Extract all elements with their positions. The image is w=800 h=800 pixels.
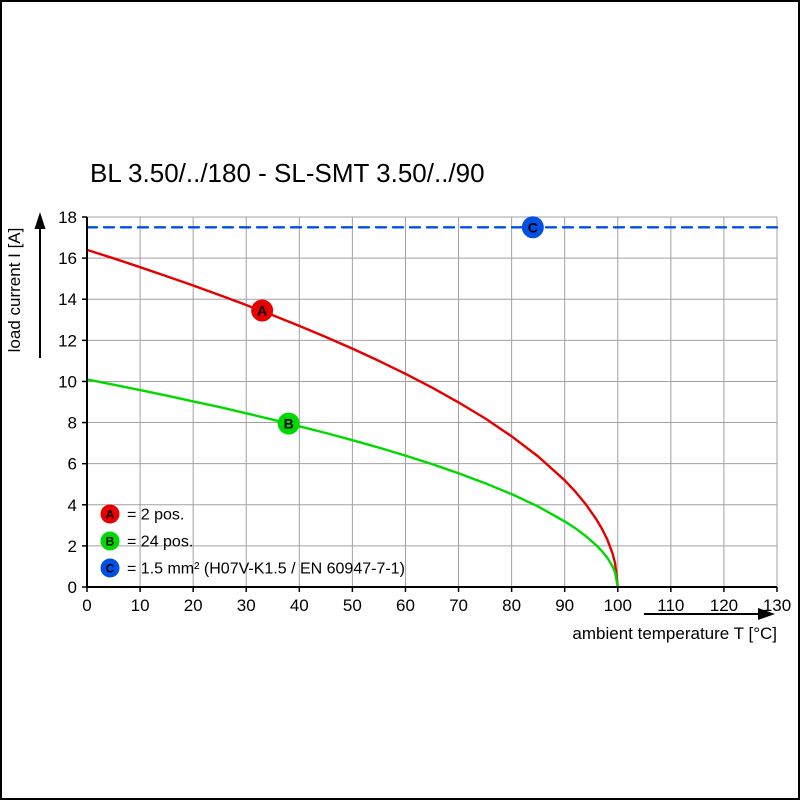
svg-text:A: A <box>106 508 115 522</box>
svg-text:= 1.5 mm² (H07V-K1.5 / EN 6094: = 1.5 mm² (H07V-K1.5 / EN 60947-7-1) <box>127 561 405 578</box>
chart-title: BL 3.50/../180 - SL-SMT 3.50/../90 <box>90 158 485 188</box>
y-axis-label: load current I [A] <box>5 228 24 353</box>
legend-item-A: A = 2 pos. <box>100 504 184 524</box>
marker-C: C <box>521 216 544 239</box>
marker-A: A <box>251 299 274 322</box>
svg-text:6: 6 <box>68 455 77 474</box>
legend-item-B: B = 24 pos. <box>100 531 193 551</box>
svg-text:12: 12 <box>58 331 77 350</box>
svg-text:60: 60 <box>396 596 415 615</box>
svg-text:B: B <box>106 535 115 549</box>
grid <box>87 216 778 587</box>
x-tick-labels: 0 10 20 30 40 50 60 70 80 90 100 110 120 130 <box>82 587 791 615</box>
svg-text:40: 40 <box>290 596 309 615</box>
svg-text:C: C <box>528 219 538 235</box>
axes <box>86 217 777 588</box>
svg-text:0: 0 <box>68 578 77 597</box>
svg-text:2: 2 <box>68 537 77 556</box>
svg-text:4: 4 <box>68 496 77 515</box>
legend: A = 2 pos. B = 24 pos. C = 1.5 mm² (H07V-K1.5… <box>100 504 405 578</box>
svg-text:70: 70 <box>449 596 468 615</box>
svg-text:ambient temperature T [°C]: ambient temperature T [°C] <box>572 624 777 643</box>
svg-text:C: C <box>106 562 115 576</box>
y-axis-arrow <box>34 212 46 358</box>
svg-text:120: 120 <box>710 596 738 615</box>
series-B-curve <box>85 378 619 589</box>
svg-text:80: 80 <box>502 596 521 615</box>
svg-text:8: 8 <box>68 414 77 433</box>
svg-text:= 24 pos.: = 24 pos. <box>127 534 193 551</box>
series-A-curve <box>85 248 619 589</box>
svg-text:50: 50 <box>343 596 362 615</box>
svg-text:16: 16 <box>58 249 77 268</box>
svg-text:B: B <box>284 416 294 432</box>
svg-text:110: 110 <box>657 596 684 615</box>
svg-text:90: 90 <box>555 596 574 615</box>
svg-text:A: A <box>257 303 267 319</box>
svg-text:20: 20 <box>184 596 203 615</box>
svg-text:= 2 pos.: = 2 pos. <box>127 507 184 524</box>
svg-text:load current I [A]: load current I [A] <box>5 228 24 353</box>
x-axis-arrow <box>644 608 775 620</box>
legend-item-C: C = 1.5 mm² (H07V-K1.5 / EN 60947-7-1) <box>100 558 405 578</box>
svg-text:10: 10 <box>58 372 77 391</box>
svg-text:10: 10 <box>131 596 150 615</box>
marker-B: B <box>277 412 300 435</box>
svg-text:30: 30 <box>237 596 256 615</box>
y-tick-labels: 0 2 4 6 8 10 12 14 16 18 <box>58 208 87 597</box>
x-axis-label: ambient temperature T [°C] <box>572 624 777 643</box>
svg-text:0: 0 <box>82 596 91 615</box>
svg-text:130: 130 <box>763 596 791 615</box>
svg-text:14: 14 <box>58 290 77 309</box>
svg-text:18: 18 <box>58 208 77 227</box>
svg-text:100: 100 <box>604 596 632 615</box>
